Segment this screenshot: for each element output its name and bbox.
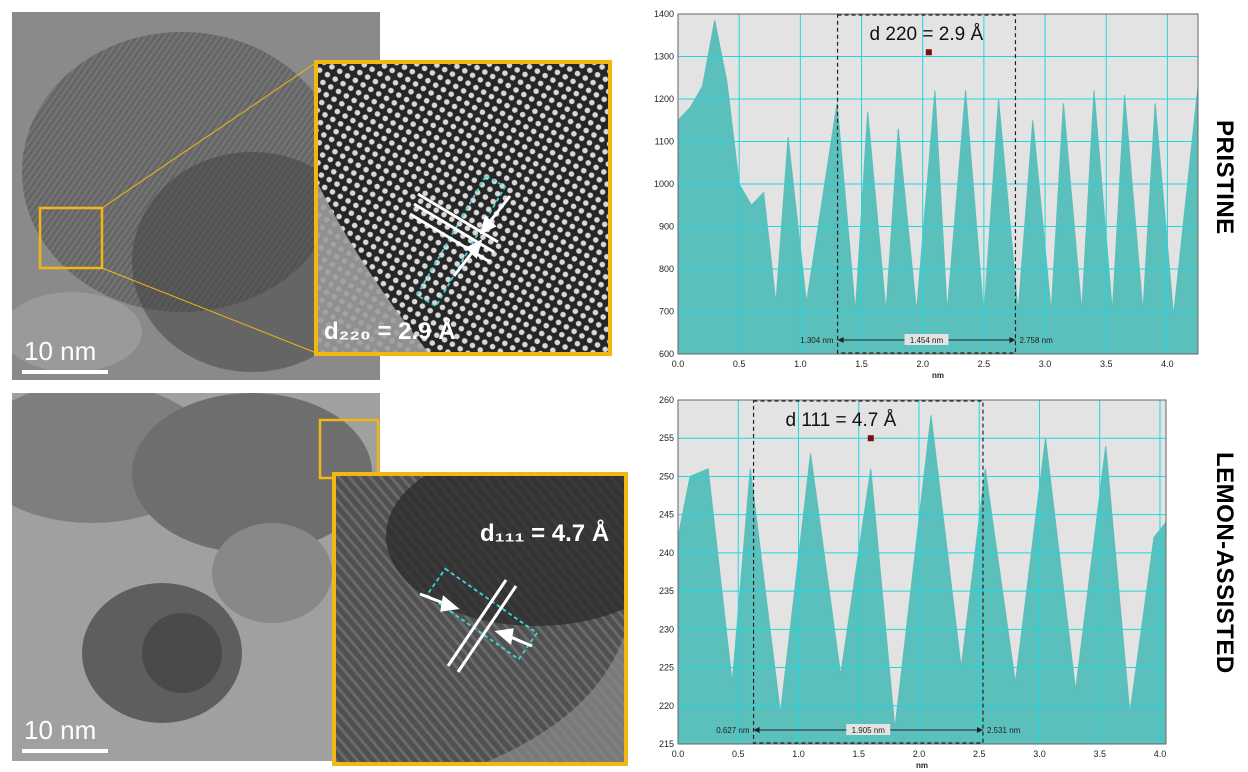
y-tick-label: 245 <box>659 510 674 520</box>
tem-image-lemon-assisted-graphic <box>12 393 380 761</box>
measure-label-left: 0.627 nm <box>716 726 750 735</box>
y-tick-label: 220 <box>659 701 674 711</box>
marker-point <box>867 435 874 442</box>
x-tick-label: 4.0 <box>1161 359 1174 369</box>
x-axis-label: nm <box>932 371 944 380</box>
x-tick-label: 2.5 <box>978 359 991 369</box>
x-tick-label: 3.0 <box>1033 749 1046 759</box>
y-tick-label: 900 <box>659 222 674 232</box>
x-tick-label: 3.0 <box>1039 359 1052 369</box>
hrtem-inset-lemon-assisted-graphic <box>336 476 624 762</box>
measurement-arrow-left <box>837 337 844 343</box>
y-tick-label: 250 <box>659 471 674 481</box>
scale-bar <box>22 370 108 374</box>
measure-label-left: 1.304 nm <box>800 336 834 345</box>
measure-label-mid: 1.454 nm <box>910 336 944 345</box>
measure-label-right: 2.531 nm <box>987 726 1021 735</box>
x-tick-label: 1.0 <box>792 749 805 759</box>
y-tick-label: 215 <box>659 739 674 749</box>
x-tick-label: 2.5 <box>973 749 986 759</box>
measurement-arrow-right <box>976 727 983 733</box>
y-tick-label: 1400 <box>654 9 674 19</box>
y-tick-label: 225 <box>659 663 674 673</box>
side-label-lemon-assisted: LEMON-ASSISTED <box>1211 452 1238 674</box>
y-tick-label: 1200 <box>654 94 674 104</box>
y-tick-label: 1000 <box>654 179 674 189</box>
y-tick-label: 255 <box>659 433 674 443</box>
scale-bar <box>22 749 108 753</box>
d-spacing-label-lemon-assisted: d₁₁₁ = 4.7 Å <box>480 520 610 547</box>
scale-bar-label: 10 nm <box>24 336 97 366</box>
x-tick-label: 0.5 <box>733 359 746 369</box>
measurement-box <box>752 400 984 744</box>
measure-label-right: 2.758 nm <box>1019 336 1053 345</box>
hrtem-inset-lemon-assisted: d₁₁₁ = 4.7 Å <box>332 472 628 766</box>
tem-image-lemon-assisted: 10 nm <box>12 393 380 761</box>
measurement-arrow-right <box>1009 337 1016 343</box>
y-tick-label: 260 <box>659 395 674 405</box>
x-tick-label: 2.0 <box>916 359 929 369</box>
marker-point <box>925 49 932 56</box>
measurement-box <box>836 14 1017 354</box>
x-tick-label: 0.5 <box>732 749 745 759</box>
y-tick-label: 235 <box>659 586 674 596</box>
measurement-arrow-left <box>753 727 760 733</box>
hrtem-inset-pristine-graphic <box>318 64 608 352</box>
y-tick-label: 800 <box>659 264 674 274</box>
plot-frame <box>677 399 1167 745</box>
y-tick-label: 700 <box>659 307 674 317</box>
x-tick-label: 1.5 <box>852 749 865 759</box>
profile-chart-lemon-assisted: 0.0 0.5 1.0 1.5 2.0 2.5 3.0 3.5 4.0 215 220 225 230 2… <box>659 395 1167 770</box>
hrtem-inset-pristine: d₂₂₀ = 2.9 Å <box>314 60 612 356</box>
profile-chart-pristine: 0.0 0.5 1.0 1.5 2.0 2.5 3.0 3.5 4.0 600 700 800 900 1… <box>654 9 1199 380</box>
scale-bar-label: 10 nm <box>24 715 97 745</box>
measure-label-mid: 1.905 nm <box>852 726 886 735</box>
x-tick-label: 1.5 <box>855 359 868 369</box>
chart-title: d 111 = 4.7 Å <box>786 410 897 431</box>
side-label-pristine: PRISTINE <box>1211 120 1238 235</box>
plot-frame <box>677 13 1199 355</box>
y-tick-label: 1300 <box>654 52 674 62</box>
y-tick-label: 230 <box>659 624 674 634</box>
x-tick-label: 0.0 <box>672 749 685 759</box>
y-tick-label: 600 <box>659 349 674 359</box>
x-tick-label: 1.0 <box>794 359 807 369</box>
x-tick-label: 3.5 <box>1093 749 1106 759</box>
x-tick-label: 2.0 <box>913 749 926 759</box>
y-tick-label: 240 <box>659 548 674 558</box>
profile-area <box>677 415 1167 745</box>
x-axis-label: nm <box>916 761 928 770</box>
x-tick-label: 0.0 <box>672 359 685 369</box>
x-tick-label: 4.0 <box>1154 749 1167 759</box>
y-tick-label: 1100 <box>655 137 674 147</box>
d-spacing-label-pristine: d₂₂₀ = 2.9 Å <box>324 318 456 345</box>
measure-label-bg <box>904 334 949 345</box>
measure-label-bg <box>846 724 891 735</box>
x-tick-label: 3.5 <box>1100 359 1113 369</box>
chart-title: d 220 = 2.9 Å <box>870 24 984 45</box>
